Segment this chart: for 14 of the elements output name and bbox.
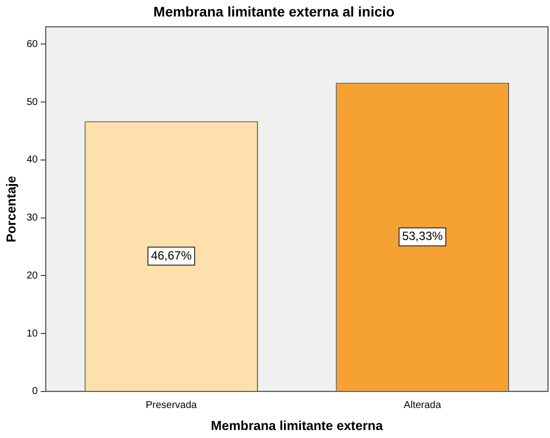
y-tick-label: 40 xyxy=(26,154,38,166)
data-label: 53,33% xyxy=(402,229,444,244)
y-tick-label: 30 xyxy=(26,212,38,224)
y-tick-label: 60 xyxy=(26,38,38,50)
y-tick-label: 50 xyxy=(26,96,38,108)
chart-title: Membrana limitante externa al inicio xyxy=(153,3,395,20)
y-tick-label: 20 xyxy=(26,270,38,282)
data-label: 46,67% xyxy=(150,248,192,262)
x-tick-label: Alterada xyxy=(404,400,442,412)
y-tick-label: 10 xyxy=(26,328,38,340)
x-tick-label: Preservada xyxy=(146,400,198,412)
y-tick-label: 0 xyxy=(32,386,38,398)
x-axis-title: Membrana limitante externa xyxy=(210,418,384,433)
y-axis-title: Porcentaje xyxy=(3,176,18,242)
